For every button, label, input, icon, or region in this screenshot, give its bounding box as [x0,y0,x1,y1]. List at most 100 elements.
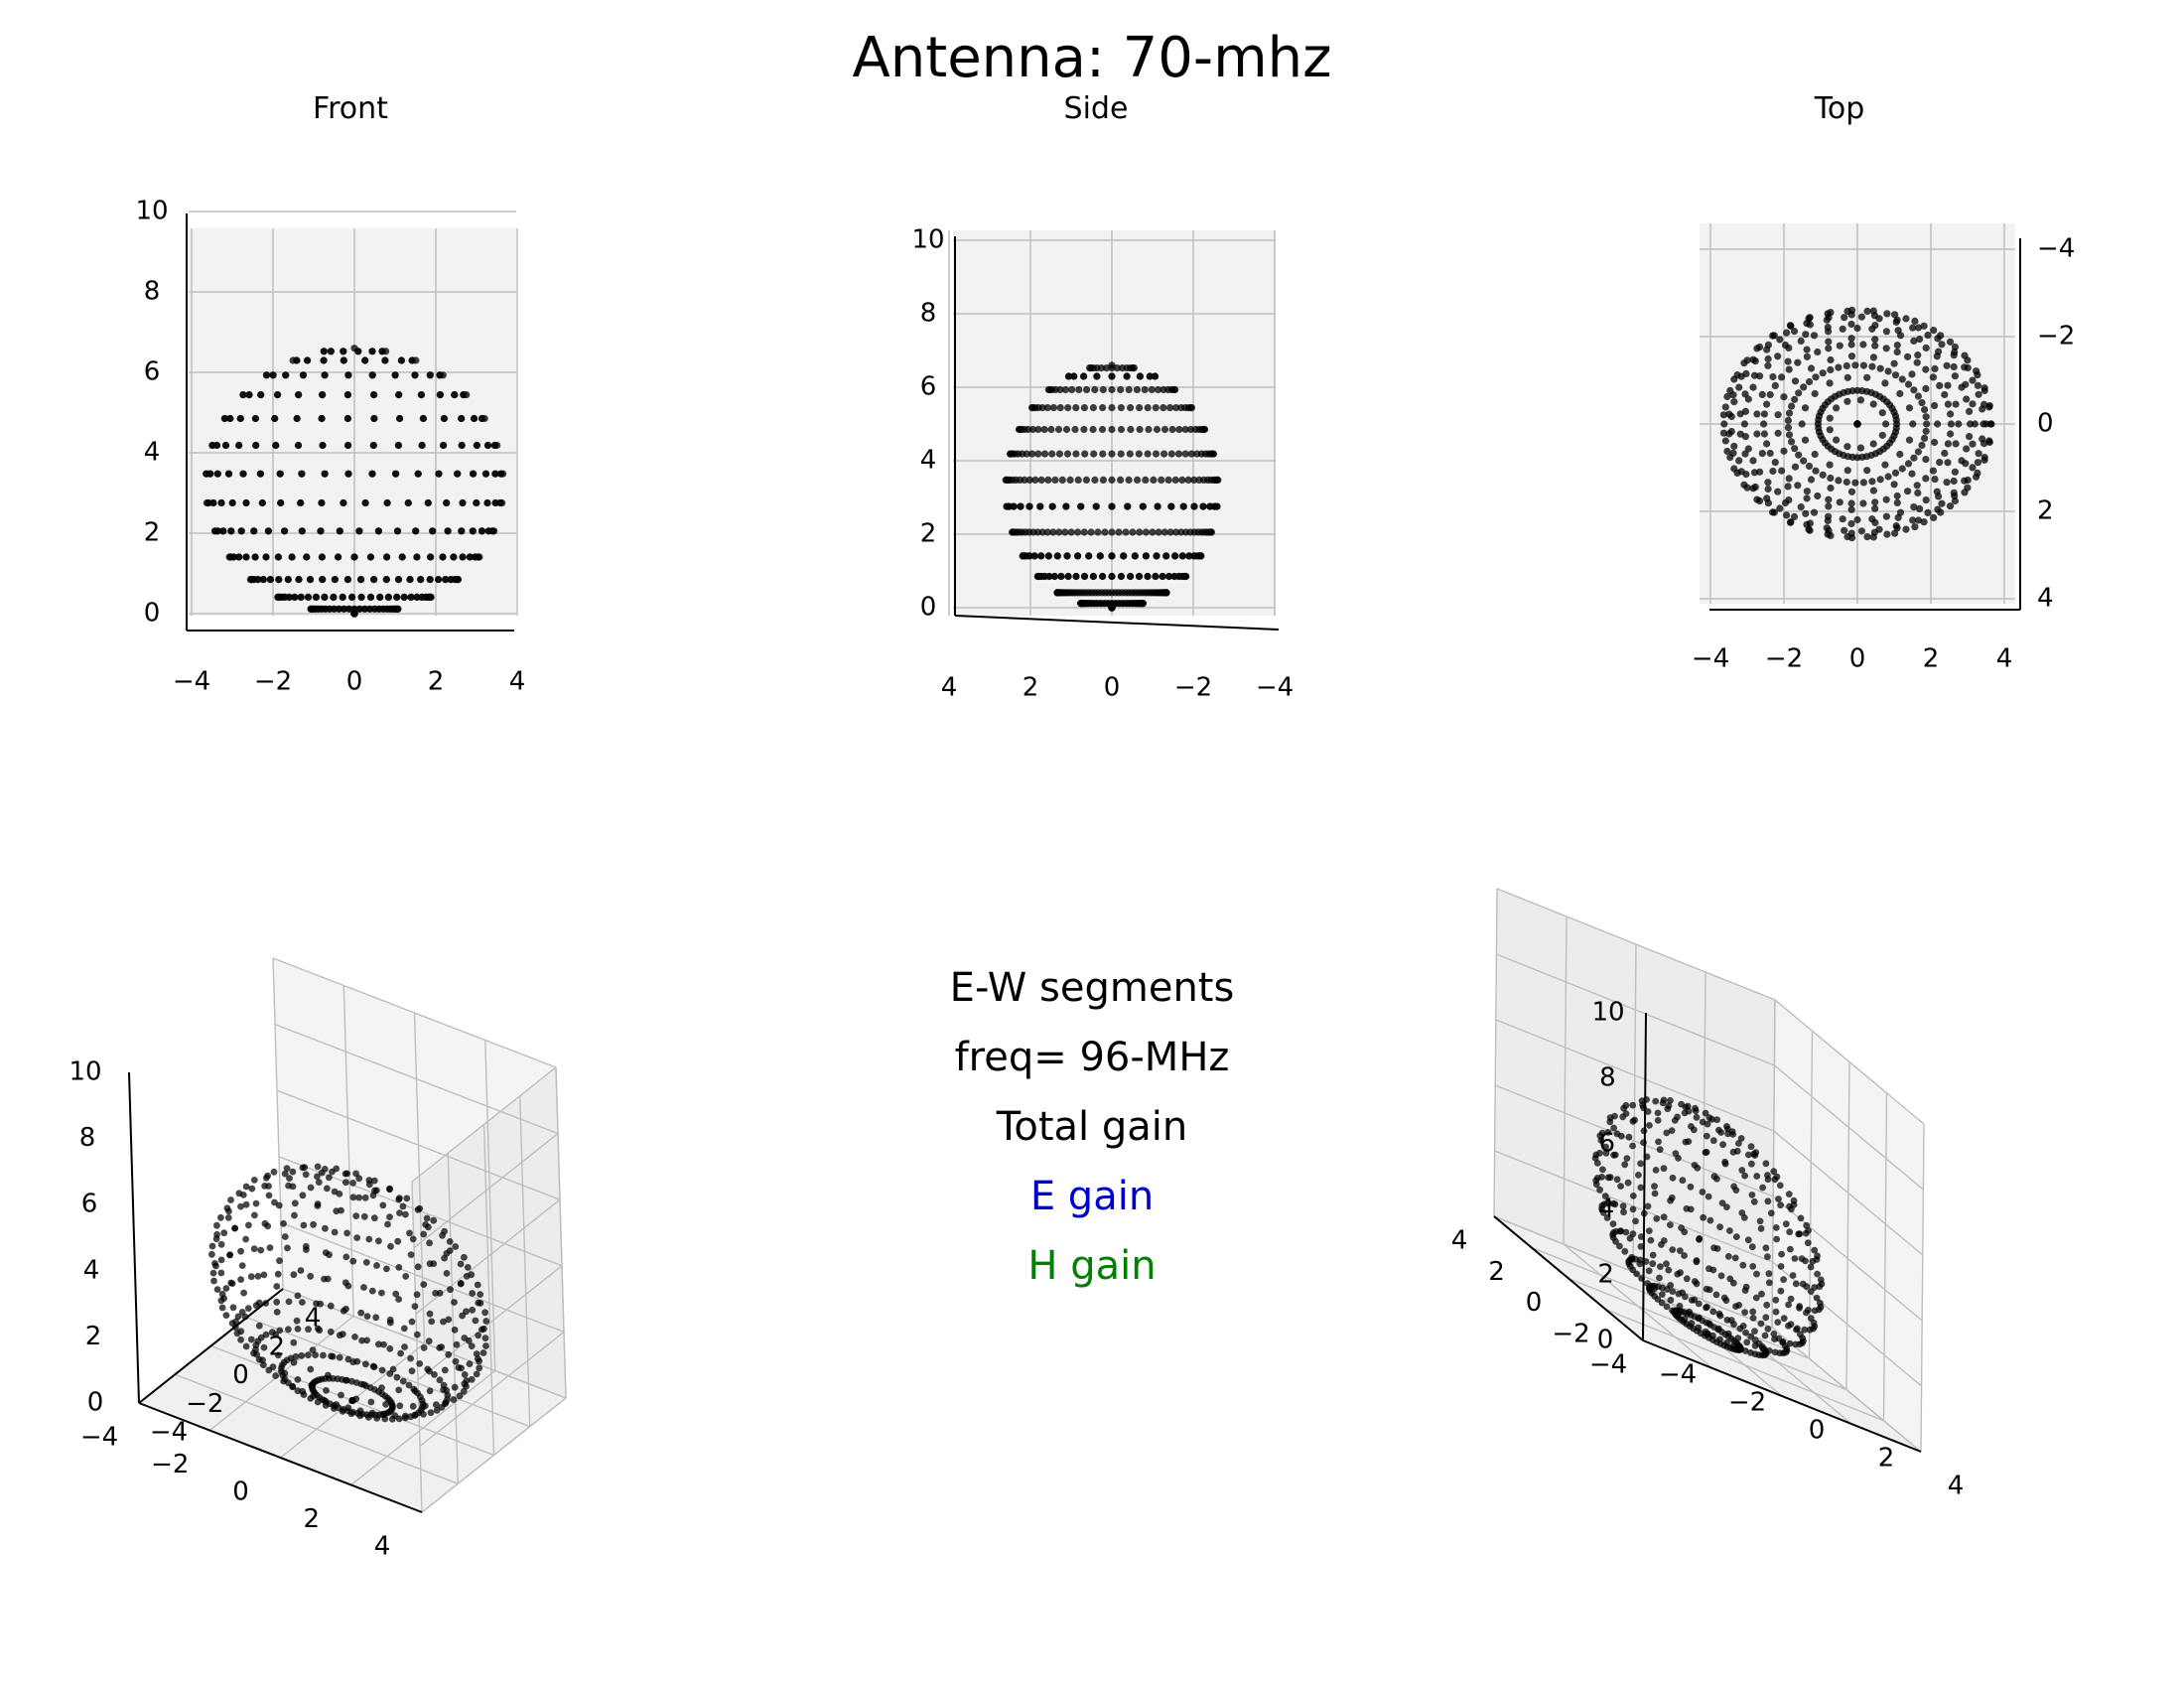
top-data-point [1774,429,1782,437]
front-data-point [417,576,425,584]
side-data-point [1178,552,1186,560]
top-data-point [1875,525,1883,533]
iso-left-data-point [402,1273,410,1280]
top-data-point [1868,362,1876,370]
front-data-point [330,593,338,602]
side-data-point [1159,572,1166,581]
top-data-point [1922,456,1930,464]
top-data-point [1893,498,1901,506]
top-data-point [1733,371,1741,379]
front-data-point [293,356,301,364]
top-data-point [1913,358,1921,366]
top-data-point [1904,352,1912,360]
iso-right-data-point [1660,1213,1668,1221]
top-data-point [1784,357,1792,365]
side-data-point [1136,425,1144,434]
front-data-point [366,593,375,602]
front-data-point [257,391,265,399]
top-data-point [1958,383,1966,391]
side-data-point [1038,528,1046,536]
iso-left-data-point [251,1211,258,1219]
iso-right-data-point [1762,1314,1770,1322]
side-data-point [1117,476,1125,484]
top-data-point [1774,411,1782,419]
top-data-point [1910,386,1918,394]
top-data-point [1863,373,1871,381]
side-data-point [1117,404,1125,412]
front-data-point [319,441,327,450]
iso-right-data-point [1602,1149,1610,1157]
front-data-point [481,470,490,478]
top-data-point [1764,479,1772,487]
iso-right-data-point [1780,1276,1787,1283]
iso-right-data-point [1785,1191,1793,1197]
top-data-point [1914,352,1922,359]
top-data-point [1963,445,1971,453]
top-data-point [1980,386,1988,394]
front-data-point [478,414,486,423]
side-data-point [1072,404,1080,412]
iso-right-data-point [1721,1160,1729,1168]
iso-left-data-point [380,1340,387,1348]
top-data-point [1881,379,1889,387]
top-data-point [1800,457,1808,465]
front-data-point [345,605,353,613]
top-data-point [1824,310,1832,318]
top-data-point [1856,396,1864,404]
front-data-point [417,391,425,399]
top-y-tick-label: 2 [2037,496,2054,526]
top-data-point [1944,459,1952,467]
iso-left-data-point [208,1250,215,1258]
side-z-tick-label: 4 [920,446,937,476]
iso-right-data-point [1814,1270,1821,1278]
iso-right-z-tick-label: 10 [1591,998,1624,1028]
side-data-point [1057,572,1065,581]
side-data-point [1047,425,1055,434]
top-data-point [1936,381,1944,389]
top-data-point [1741,433,1749,441]
iso-left-data-point [355,1194,363,1201]
top-data-point [1751,357,1759,365]
top-data-point [1825,328,1833,336]
iso-right-data-point [1802,1229,1810,1237]
top-data-point [1938,499,1946,507]
iso-right-data-point [1651,1183,1658,1191]
top-data-point [1913,482,1921,490]
side-data-point [1029,528,1037,536]
iso-right-data-point [1773,1235,1780,1243]
iso-left-data-point [363,1313,371,1320]
iso-left-data-point [479,1349,487,1356]
iso-right-data-point [1653,1215,1661,1222]
iso-left-data-point [466,1360,474,1367]
front-data-point [383,498,391,507]
top-data-point [1964,356,1972,364]
iso-left-grid-line [272,957,557,1068]
front-data-point [497,470,505,478]
iso-left-data-point [423,1214,431,1222]
top-data-point [1760,420,1768,428]
top-data-point [1797,337,1805,345]
top-data-point [1727,412,1735,421]
front-data-point [274,553,282,561]
side-data-point [1199,502,1207,510]
iso-left-data-point [422,1221,429,1228]
side-data-point [1087,528,1095,536]
iso-left-x-tick-label: 4 [374,1532,391,1562]
iso-right-data-point [1620,1208,1627,1216]
front-data-point [443,498,451,507]
iso-left-grid-line [411,1066,557,1183]
top-data-point [1898,465,1906,473]
iso-right-data-point [1663,1129,1671,1137]
iso-right-data-point [1771,1176,1779,1184]
top-data-point [1911,317,1919,325]
side-data-point [1068,385,1076,394]
iso-right-data-point [1631,1116,1638,1124]
side-data-point [1153,552,1160,560]
side-data-point [1122,528,1130,536]
top-data-point [1806,321,1814,329]
side-data-point [1206,502,1214,510]
front-data-point [378,348,386,355]
iso-right-data-point [1621,1247,1629,1255]
iso-right-data-point [1638,1275,1645,1282]
top-data-point [1950,362,1958,371]
